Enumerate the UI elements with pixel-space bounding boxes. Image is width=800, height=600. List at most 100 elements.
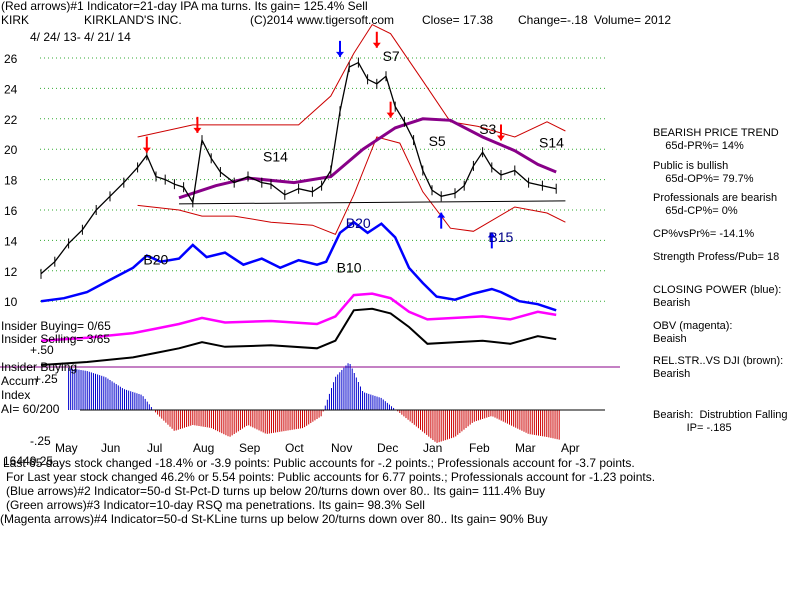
obv-status-line1: OBV (magenta): bbox=[653, 320, 733, 332]
price-tick-label: 16 bbox=[4, 204, 18, 218]
month-label: Mar bbox=[515, 441, 536, 455]
month-label: Sep bbox=[239, 441, 261, 455]
price-tick-label: 22 bbox=[4, 113, 18, 127]
blue-buy-arrow bbox=[487, 232, 496, 238]
upper-band-line bbox=[137, 23, 566, 138]
price-line bbox=[40, 61, 557, 275]
accum-minus25-label: -.25 bbox=[30, 434, 51, 448]
index-label: Index bbox=[1, 388, 31, 402]
trend-status: BEARISH PRICE TREND 65d-PR%= 14% bbox=[653, 127, 779, 153]
moving-average-line bbox=[178, 117, 557, 200]
footer-dji-overlay: 16449.25 bbox=[3, 454, 54, 468]
obv-plus50-label: +.50 bbox=[30, 343, 54, 357]
professional-status: Professionals are bearish 65d-CP%= 0% bbox=[653, 192, 777, 218]
ai-value: AI= 60/200 bbox=[1, 402, 60, 416]
signal-label: S14 bbox=[539, 135, 564, 151]
relative-strength-status-line2: Bearish bbox=[653, 368, 691, 380]
red-sell-arrow bbox=[372, 42, 381, 48]
relative-strength-status-line1: REL.STR..VS DJI (brown): bbox=[653, 355, 784, 367]
support-trend-line bbox=[178, 200, 566, 205]
price-tick-label: 24 bbox=[4, 82, 18, 96]
copyright: (C)2014 www.tigersoft.com bbox=[250, 13, 395, 27]
price-tick-label: 10 bbox=[4, 295, 18, 309]
obv-line bbox=[40, 292, 557, 342]
date-range: 4/ 24/ 13- 4/ 21/ 14 bbox=[30, 30, 131, 44]
signal-label: B20 bbox=[346, 215, 371, 231]
accum-label: Accum bbox=[1, 374, 38, 388]
trend-status-line1: BEARISH PRICE TREND bbox=[653, 127, 779, 139]
accum-plus25-label: +.25 bbox=[34, 372, 58, 386]
footer-last-65-days: Last 65 days stock changed -18.4% or -3.… bbox=[3, 456, 635, 470]
closing-power-status-line2: Bearish bbox=[653, 297, 691, 309]
closing-power-line bbox=[40, 220, 557, 312]
signal-label: S3 bbox=[479, 121, 496, 137]
footer-magenta-arrows: (Magenta arrows)#4 Indicator=50-d St-KLi… bbox=[0, 512, 548, 526]
month-label: Jun bbox=[101, 441, 120, 455]
footer-blue-arrows: (Blue arrows)#2 Indicator=50-d St-Pct-D … bbox=[6, 484, 546, 498]
footer-green-arrows: (Green arrows)#3 Indicator=10-day RSQ ma… bbox=[6, 498, 425, 512]
price-tick-label: 20 bbox=[4, 143, 18, 157]
red-sell-arrow bbox=[193, 127, 202, 133]
signal-label: S14 bbox=[263, 148, 288, 164]
signal-label: B15 bbox=[488, 229, 513, 245]
volume-value: Volume= 2012 bbox=[594, 13, 672, 27]
month-label: Oct bbox=[285, 441, 304, 455]
obv-status-line2: Beaish bbox=[653, 333, 687, 345]
month-label: Feb bbox=[469, 441, 490, 455]
public-status-line1: Public is bullish bbox=[653, 160, 729, 172]
cp-vs-pr-line: CP%vsPr%= -14.1% bbox=[653, 228, 755, 240]
month-label: Jan bbox=[423, 441, 442, 455]
price-tick-label: 18 bbox=[4, 174, 18, 188]
month-label: Apr bbox=[561, 441, 580, 455]
footer-last-year: For Last year stock changed 46.2% or 5.5… bbox=[6, 470, 656, 484]
month-label: Jul bbox=[147, 441, 162, 455]
month-label: Aug bbox=[193, 441, 214, 455]
indicator-1-title: (Red arrows)#1 Indicator=21-day IPA ma t… bbox=[1, 0, 368, 13]
chart-series bbox=[40, 23, 566, 366]
obv-status: OBV (magenta): Beaish bbox=[653, 320, 732, 346]
public-status-line2: 65d-OP%= 79.7% bbox=[653, 173, 754, 185]
red-sell-arrow bbox=[497, 135, 505, 141]
price-tick-label: 26 bbox=[4, 52, 18, 66]
cp-vs-pr: CP%vsPr%= -14.1% bbox=[653, 228, 754, 241]
month-label: Nov bbox=[331, 441, 352, 455]
blue-buy-arrow bbox=[336, 51, 344, 57]
strength-ratio-line: Strength Profess/Pub= 18 bbox=[653, 251, 780, 263]
public-status: Public is bullish 65d-OP%= 79.7% bbox=[653, 160, 754, 186]
insider-selling-count: Insider Selling= 3/65 bbox=[1, 332, 111, 346]
distribution-status-line2: IP= -.185 bbox=[653, 422, 732, 434]
trend-status-line2: 65d-PR%= 14% bbox=[653, 140, 744, 152]
relative-strength-status: REL.STR..VS DJI (brown): Bearish bbox=[653, 355, 783, 381]
price-tick-label: 14 bbox=[4, 234, 18, 248]
price-gridlines bbox=[0, 57, 620, 368]
signal-label: B20 bbox=[143, 252, 168, 268]
signal-label: S7 bbox=[383, 48, 400, 64]
ticker-symbol: KIRK bbox=[1, 13, 30, 27]
chart-markers: S14 S7 S5 S3 S14 B20 B20 B10 B15 bbox=[142, 31, 564, 275]
strength-ratio: Strength Profess/Pub= 18 bbox=[653, 251, 779, 264]
price-tick-label: 12 bbox=[4, 265, 18, 279]
signal-label: B10 bbox=[337, 259, 362, 275]
closing-power-status: CLOSING POWER (blue): Bearish bbox=[653, 284, 781, 310]
lower-band-line bbox=[137, 136, 566, 235]
close-value: Close= 17.38 bbox=[422, 13, 494, 27]
accum-index-histogram bbox=[68, 363, 605, 443]
professional-status-line2: 65d-CP%= 0% bbox=[653, 205, 738, 217]
distribution-status-line1: Bearish: Distrubtion Falling bbox=[653, 409, 788, 421]
professional-status-line1: Professionals are bearish bbox=[653, 192, 778, 204]
chart-axes: 26 24 22 20 18 16 14 12 10 May Jun Jul Aug Sep Oct Nov D… bbox=[4, 52, 580, 455]
change-value: Change=-.18 bbox=[518, 13, 588, 27]
company-name: KIRKLAND'S INC. bbox=[84, 13, 182, 27]
month-label: May bbox=[55, 441, 78, 455]
closing-power-status-line1: CLOSING POWER (blue): bbox=[653, 284, 782, 296]
red-sell-arrow bbox=[142, 147, 151, 153]
month-label: Dec bbox=[377, 441, 398, 455]
insider-buying-label: Insider Buying bbox=[1, 360, 78, 374]
red-sell-arrow bbox=[386, 112, 395, 118]
blue-buy-arrow bbox=[437, 212, 446, 218]
insider-buying-count: Insider Buying= 0/65 bbox=[1, 319, 111, 333]
distribution-status: Bearish: Distrubtion Falling IP= -.185 bbox=[653, 409, 788, 435]
relative-strength-line bbox=[40, 307, 557, 366]
signal-label: S5 bbox=[429, 133, 446, 149]
